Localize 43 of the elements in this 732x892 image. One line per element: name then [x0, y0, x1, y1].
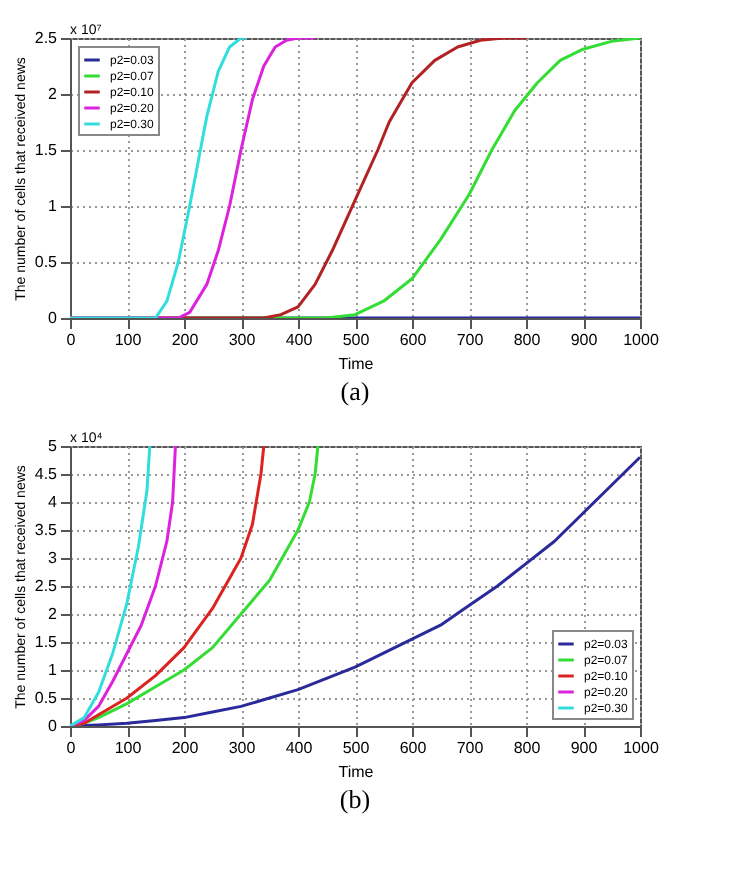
- y-tick-label: 5: [48, 437, 59, 455]
- x-tick-label: 700: [456, 331, 485, 349]
- x-tick-label: 200: [171, 739, 200, 757]
- y-tick-label: 3: [48, 549, 59, 567]
- x-tick-label: 800: [513, 331, 542, 349]
- x-tick-label: 500: [342, 331, 371, 349]
- x-axis-title: Time: [338, 355, 375, 373]
- x-tick-label: 800: [513, 739, 542, 757]
- y-tick-label: 1: [48, 661, 59, 679]
- x-tick-label: 400: [285, 739, 314, 757]
- x-tick-label: 1000: [623, 739, 660, 757]
- y-tick-label: 2: [48, 605, 59, 623]
- y-tick-label: 1.5: [34, 633, 59, 651]
- y-tick-label: 2.5: [34, 577, 59, 595]
- y-tick-label: 0.5: [34, 253, 59, 271]
- y-tick-label: 2: [48, 85, 59, 103]
- x-tick-label: 200: [171, 331, 200, 349]
- x-tick-label: 100: [114, 739, 143, 757]
- x-tick-label: 600: [399, 739, 428, 757]
- y-tick-label: 1: [48, 197, 59, 215]
- x-tick-label: 400: [285, 331, 314, 349]
- x-tick-label: 500: [342, 739, 371, 757]
- x-tick-label: 900: [570, 739, 599, 757]
- y-tick-label: 1.5: [34, 141, 59, 159]
- y-tick-label: 3.5: [34, 521, 59, 539]
- x-tick-label: 0: [66, 331, 77, 349]
- y-tick-label: 0.5: [34, 689, 59, 707]
- y-tick-label: 0: [48, 309, 59, 327]
- y-tick-label: 0: [48, 717, 59, 735]
- x-tick-label: 300: [228, 739, 257, 757]
- y-tick-label: 4: [48, 493, 59, 511]
- x-tick-label: 300: [228, 331, 257, 349]
- x-tick-label: 100: [114, 331, 143, 349]
- y-tick-label: 2.5: [34, 29, 59, 47]
- x-tick-label: 900: [570, 331, 599, 349]
- x-axis-title: Time: [338, 763, 375, 781]
- x-tick-label: 600: [399, 331, 428, 349]
- x-tick-label: 700: [456, 739, 485, 757]
- x-tick-label: 0: [66, 739, 77, 757]
- y-tick-label: 4.5: [34, 465, 59, 483]
- text: (b): [339, 784, 371, 814]
- text: (a): [340, 376, 370, 406]
- x-tick-label: 1000: [623, 331, 660, 349]
